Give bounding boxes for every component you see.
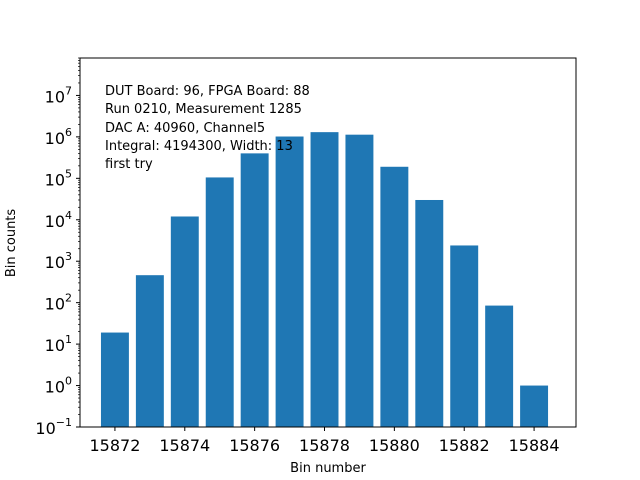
annotation-block: DUT Board: 96, FPGA Board: 88 Run 0210, … <box>105 84 310 172</box>
bar-15882 <box>450 245 479 427</box>
y-tick-label: 105 <box>45 167 72 189</box>
y-tick-label: 102 <box>45 292 72 314</box>
x-tick-label: 15874 <box>159 436 210 455</box>
annotation-line-5: first try <box>105 157 153 172</box>
annotation-line-4: Integral: 4194300, Width: 13 <box>105 139 293 154</box>
y-axis: 10−1 100 101 102 103 104 105 106 107 <box>35 57 80 438</box>
x-tick-label: 15882 <box>439 436 490 455</box>
y-tick-label: 104 <box>45 209 72 231</box>
x-tick-label: 15884 <box>509 436 560 455</box>
y-axis-label: Bin counts <box>4 209 19 278</box>
x-tick-label: 15880 <box>369 436 420 455</box>
x-tick-label: 15872 <box>89 436 140 455</box>
y-tick-label: 100 <box>45 375 72 397</box>
bar-15873 <box>135 275 164 427</box>
bar-15878 <box>310 132 339 427</box>
y-tick-label: 107 <box>45 84 72 106</box>
bar-15881 <box>415 199 444 427</box>
bar-15875 <box>205 177 234 427</box>
bars-group <box>100 132 549 427</box>
y-tick-label: 106 <box>45 126 72 148</box>
bar-15874 <box>170 216 199 427</box>
annotation-line-3: DAC A: 40960, Channel5 <box>105 121 265 136</box>
bar-15879 <box>345 134 374 427</box>
x-tick-label: 15876 <box>229 436 280 455</box>
bar-15880 <box>380 166 409 427</box>
annotation-line-2: Run 0210, Measurement 1285 <box>105 102 302 117</box>
bar-15884 <box>520 385 549 427</box>
y-tick-label: 103 <box>45 250 72 272</box>
bar-15877 <box>275 136 304 427</box>
y-tick-label: 10−1 <box>35 416 72 438</box>
x-axis: 15872 15874 15876 15878 15880 15882 15884 <box>89 427 560 455</box>
y-tick-label: 101 <box>45 333 72 355</box>
x-axis-label: Bin number <box>290 461 366 476</box>
bar-15872 <box>100 332 129 427</box>
bar-15883 <box>485 305 514 427</box>
x-tick-label: 15878 <box>299 436 350 455</box>
annotation-line-1: DUT Board: 96, FPGA Board: 88 <box>105 84 310 99</box>
plot-frame <box>79 57 577 428</box>
bar-15876 <box>240 153 269 427</box>
